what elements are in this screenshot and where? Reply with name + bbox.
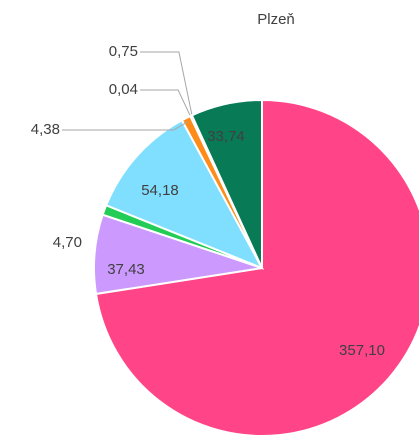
leader-line (62, 121, 189, 131)
pie-slice (190, 98, 263, 269)
data-label: 4,70 (53, 234, 82, 251)
data-label: 357,10 (339, 342, 385, 359)
data-label: 54,18 (141, 182, 179, 199)
data-label: 33,74 (207, 128, 245, 145)
data-label: 0,75 (109, 43, 138, 60)
chart-title: Plzeň (257, 11, 295, 28)
leader-line (140, 89, 193, 120)
data-label: 37,43 (107, 261, 145, 278)
pie-slice (94, 98, 419, 437)
data-label: 0,04 (109, 81, 138, 98)
leader-line (140, 51, 194, 120)
pie-slice (104, 118, 265, 270)
data-label: 4,38 (31, 121, 60, 138)
